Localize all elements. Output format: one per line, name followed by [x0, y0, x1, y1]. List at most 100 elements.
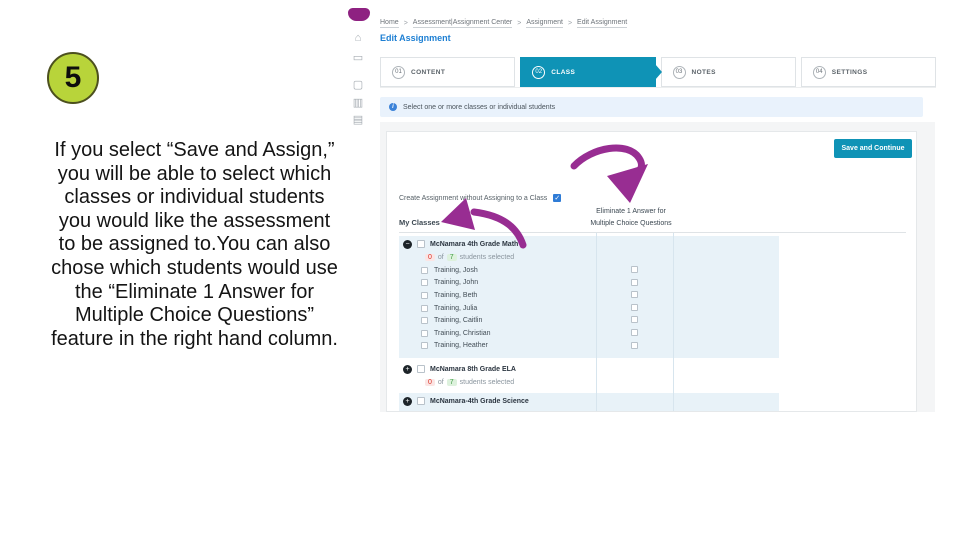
page-title: Edit Assignment	[380, 33, 451, 43]
breadcrumb-separator: >	[403, 20, 408, 27]
tab-number: 02	[532, 65, 546, 79]
create-without-class-row: Create Assignment without Assigning to a…	[399, 194, 562, 202]
save-and-continue-button[interactable]: Save and Continue	[834, 139, 912, 158]
count-suffix: students selected	[460, 411, 514, 412]
tab-class[interactable]: 02 CLASS	[520, 57, 662, 87]
header-divider	[399, 232, 906, 233]
student-checkbox[interactable]	[421, 279, 428, 287]
tab-settings[interactable]: 04 SETTINGS	[800, 57, 936, 87]
student-name: Training, Julia	[434, 304, 478, 312]
my-classes-header: My Classes	[399, 218, 440, 227]
student-list: Training, Josh Training, John	[399, 264, 779, 352]
eliminate-header-line1: Eliminate 1 Answer for	[596, 208, 666, 215]
count-suffix: students selected	[459, 378, 515, 386]
home-icon[interactable]: ⌂	[354, 32, 362, 44]
step-number-badge: 5	[47, 52, 99, 104]
expand-icon[interactable]: +	[403, 396, 412, 406]
student-checkbox[interactable]	[421, 342, 428, 350]
eliminate-answer-checkbox[interactable]	[631, 303, 638, 311]
selected-count-badge: 0	[425, 378, 435, 386]
caption-line: feature in the right hand column.	[51, 327, 338, 350]
class-block-4th-grade-math: − McNamara 4th Grade Math 0 of 7 student…	[399, 236, 779, 358]
tab-content[interactable]: 01 CONTENT	[380, 57, 516, 87]
column-divider	[673, 233, 674, 411]
student-row: Training, Heather	[399, 340, 779, 353]
caption-line: to be assigned to.You can also	[58, 233, 331, 256]
total-count-badge: 7	[446, 253, 457, 261]
count-suffix: students selected	[459, 253, 515, 261]
class-checkbox[interactable]	[417, 397, 425, 405]
tab-label: CONTENT	[411, 68, 446, 76]
student-checkbox[interactable]	[421, 291, 428, 299]
breadcrumb-separator: >	[517, 20, 522, 27]
class-count-row: 0 of 7 students selected	[399, 407, 779, 412]
collapse-icon[interactable]: −	[403, 239, 412, 249]
caption-line: classes or individual students	[64, 186, 325, 209]
display-icon[interactable]: ▭	[352, 52, 364, 64]
eliminate-column-header: Eliminate 1 Answer for Multiple Choice Q…	[565, 206, 697, 230]
breadcrumb-home[interactable]: Home	[380, 19, 399, 28]
class-checkbox[interactable]	[417, 365, 425, 373]
student-checkbox[interactable]	[421, 329, 428, 337]
info-banner: i Select one or more classes or individu…	[380, 97, 923, 117]
selected-count-badge: 0	[425, 410, 435, 411]
class-selection-panel: Save and Continue Create Assignment with…	[386, 131, 917, 412]
count-of-label: of	[437, 253, 444, 261]
app-logo	[348, 8, 370, 21]
eliminate-header-line2: Multiple Choice Questions	[590, 220, 672, 227]
eliminate-answer-checkbox[interactable]	[631, 266, 638, 273]
tab-number: 04	[812, 65, 826, 79]
student-row: Training, John	[399, 277, 779, 290]
student-name: Training, John	[434, 279, 479, 287]
book-icon[interactable]: ▥	[352, 97, 364, 109]
breadcrumb-assignment[interactable]: Assignment	[526, 19, 563, 28]
info-icon: i	[389, 103, 397, 111]
class-row: + McNamara 8th Grade ELA	[399, 361, 779, 375]
expand-icon[interactable]: +	[403, 364, 412, 374]
eliminate-answer-checkbox[interactable]	[631, 328, 638, 336]
student-name: Training, Christian	[434, 329, 491, 337]
class-block-8th-grade-ela: + McNamara 8th Grade ELA 0 of 7 students…	[399, 361, 779, 393]
student-row: Training, Josh	[399, 264, 779, 277]
open-book-icon[interactable]: ▢	[352, 79, 364, 91]
total-count-badge: 7	[446, 410, 457, 411]
class-checkbox[interactable]	[417, 240, 425, 248]
create-without-class-label: Create Assignment without Assigning to a…	[399, 194, 548, 202]
caption-line: If you select “Save and Assign,”	[54, 139, 335, 161]
app-sidebar: ⌂ ▭ ▢ ▥ ▤	[340, 8, 376, 412]
student-row: Training, Julia	[399, 302, 779, 315]
eliminate-answer-checkbox[interactable]	[631, 278, 638, 286]
eliminate-answer-checkbox[interactable]	[631, 291, 638, 299]
tab-notes[interactable]: 03 NOTES	[660, 57, 796, 87]
class-row: + McNamara-4th Grade Science	[399, 393, 779, 407]
tab-label: NOTES	[691, 68, 716, 76]
column-divider	[596, 233, 597, 411]
breadcrumb-edit-assignment[interactable]: Edit Assignment	[577, 19, 628, 28]
student-checkbox[interactable]	[421, 304, 428, 312]
breadcrumb-assessment-center[interactable]: Assessment|Assignment Center	[412, 19, 513, 28]
eliminate-answer-checkbox[interactable]	[631, 316, 638, 324]
tab-number: 01	[392, 65, 405, 79]
create-without-class-checkbox[interactable]: ✓	[553, 194, 562, 202]
student-checkbox[interactable]	[421, 266, 428, 274]
tab-label: SETTINGS	[831, 68, 868, 76]
class-count-row: 0 of 7 students selected	[399, 375, 779, 389]
step-number: 5	[64, 61, 82, 94]
class-row: − McNamara 4th Grade Math	[399, 236, 779, 250]
app-main: Home > Assessment|Assignment Center > As…	[380, 8, 936, 412]
caption-text: If you select “Save and Assign,” you will…	[22, 139, 367, 351]
class-count-row: 0 of 7 students selected	[399, 250, 779, 264]
student-row: Training, Caitlin	[399, 314, 779, 327]
eliminate-answer-checkbox[interactable]	[631, 341, 638, 349]
document-icon[interactable]: ▤	[352, 114, 364, 126]
student-name: Training, Heather	[434, 342, 488, 350]
student-name: Training, Josh	[434, 266, 478, 274]
breadcrumb: Home > Assessment|Assignment Center > As…	[380, 19, 628, 28]
class-name: McNamara-4th Grade Science	[430, 397, 529, 405]
breadcrumb-separator: >	[567, 20, 573, 27]
student-row: Training, Christian	[399, 327, 779, 340]
class-block-4th-grade-science: + McNamara-4th Grade Science 0 of 7 stud…	[399, 393, 779, 412]
student-checkbox[interactable]	[421, 317, 428, 325]
caption-line: you would like the assessment	[58, 209, 331, 232]
